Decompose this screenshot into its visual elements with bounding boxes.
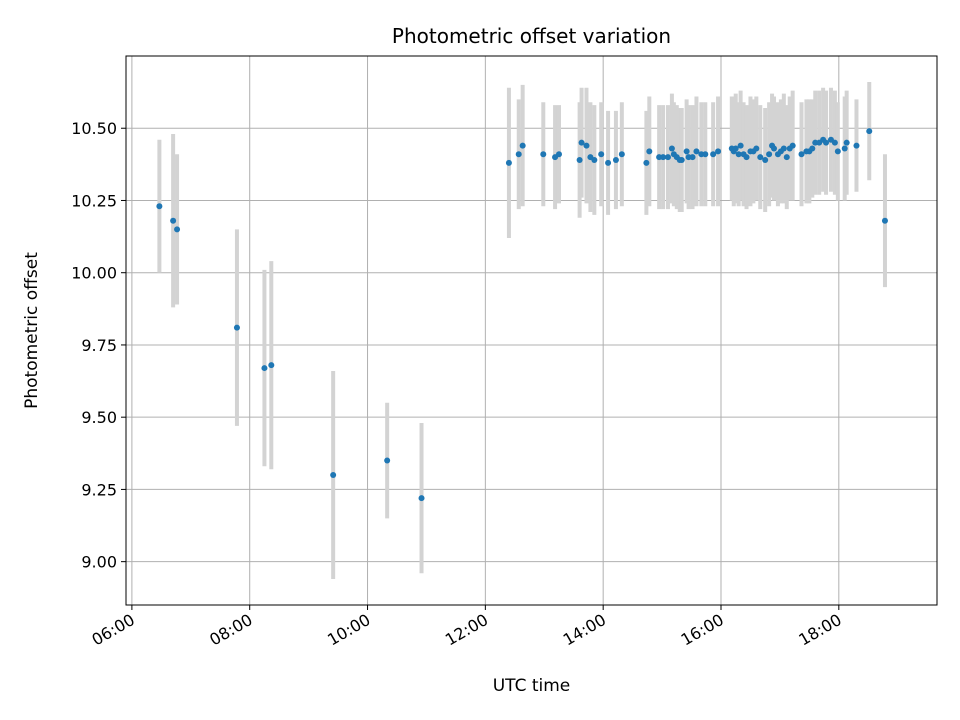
data-point	[783, 154, 790, 161]
data-point	[843, 139, 850, 146]
data-point	[643, 159, 650, 166]
data-point	[735, 151, 742, 158]
data-point	[618, 151, 625, 158]
data-point	[540, 151, 547, 158]
data-point	[710, 151, 717, 158]
chart-title: Photometric offset variation	[392, 24, 671, 48]
data-point	[519, 142, 526, 149]
data-point	[330, 471, 337, 478]
data-point	[268, 362, 275, 369]
data-point	[576, 157, 583, 164]
y-axis-title: Photometric offset	[22, 252, 42, 409]
data-point	[809, 145, 816, 152]
data-point	[261, 365, 268, 372]
y-tick-label: 9.50	[81, 408, 117, 427]
y-tick-label: 10.50	[71, 119, 117, 138]
data-point	[693, 148, 700, 155]
data-point	[757, 154, 764, 161]
y-axis-ticks: 9.00 9.25 9.50 9.75 10.00 10.25 10.50	[71, 119, 126, 572]
plot-frame	[125, 55, 938, 606]
data-point	[418, 495, 425, 502]
y-tick-label: 9.25	[81, 480, 117, 499]
data-point	[753, 145, 760, 152]
data-point	[737, 142, 744, 149]
data-point	[762, 157, 769, 164]
data-point	[715, 148, 722, 155]
data-point	[664, 154, 671, 161]
data-point	[702, 151, 709, 158]
data-point	[881, 217, 888, 224]
data-point	[780, 145, 787, 152]
data-point	[598, 151, 605, 158]
data-point	[771, 145, 778, 152]
data-point	[660, 154, 667, 161]
data-point	[678, 157, 685, 164]
data-point	[233, 324, 240, 331]
data-point	[646, 148, 653, 155]
y-tick-label: 10.25	[71, 191, 117, 210]
y-tick-label: 9.75	[81, 336, 117, 355]
data-point	[689, 154, 696, 161]
data-point	[605, 159, 612, 166]
data-point	[583, 142, 590, 149]
data-point	[591, 157, 598, 164]
data-point	[668, 145, 675, 152]
data-points	[156, 128, 888, 502]
y-tick-label: 10.00	[71, 264, 117, 283]
data-point	[156, 203, 163, 210]
data-point	[732, 145, 739, 152]
data-point	[170, 217, 177, 224]
data-point	[831, 139, 838, 146]
data-point	[384, 457, 391, 464]
x-axis-title: UTC time	[493, 676, 571, 696]
data-point	[515, 151, 522, 158]
y-tick-label: 9.00	[81, 553, 117, 572]
data-point	[766, 151, 773, 158]
data-point	[683, 148, 690, 155]
data-point	[789, 142, 796, 149]
data-point	[823, 139, 830, 146]
data-point	[174, 226, 181, 233]
data-point	[743, 154, 750, 161]
data-point	[555, 151, 562, 158]
data-point	[853, 142, 860, 149]
data-point	[505, 159, 512, 166]
data-point	[578, 139, 585, 146]
data-point	[834, 148, 841, 155]
data-point	[612, 157, 619, 164]
data-point	[866, 128, 873, 135]
data-point	[798, 151, 805, 158]
data-point	[841, 145, 848, 152]
